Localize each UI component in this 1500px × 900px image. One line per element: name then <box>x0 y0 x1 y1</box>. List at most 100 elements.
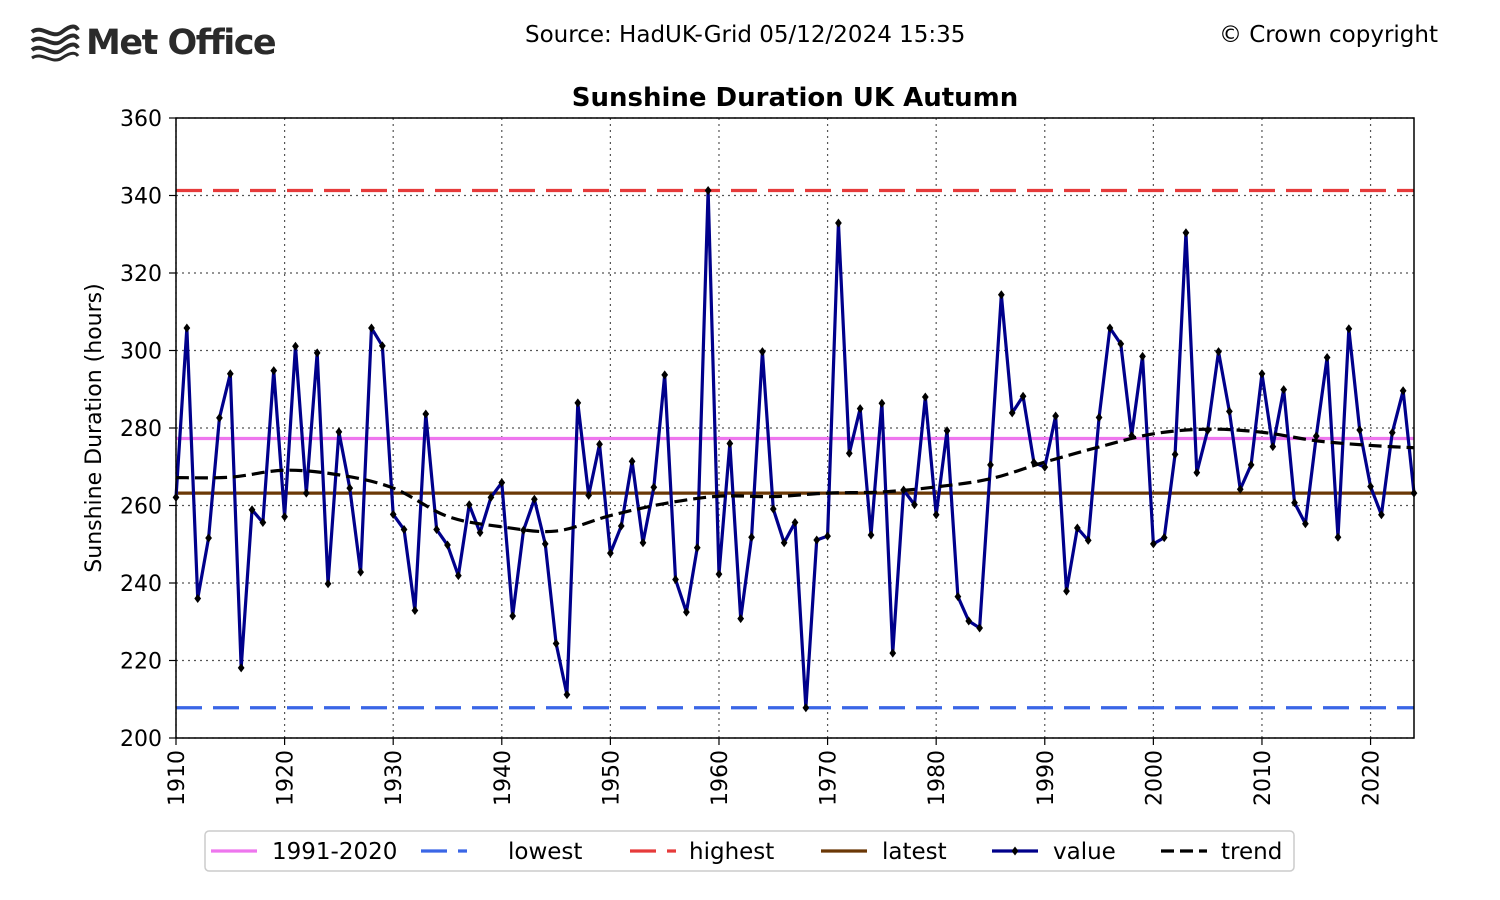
legend-label-highest: highest <box>689 839 774 865</box>
data-point <box>248 505 256 515</box>
data-point <box>1041 462 1049 472</box>
y-tick-label: 240 <box>120 572 162 597</box>
data-point <box>932 510 940 520</box>
data-point <box>1149 539 1157 549</box>
data-point <box>422 409 430 419</box>
data-point <box>672 575 679 585</box>
chart-title: Sunshine Duration UK Autumn <box>572 83 1019 113</box>
data-point <box>476 528 484 538</box>
data-point <box>965 616 973 626</box>
data-point <box>987 460 994 470</box>
data-point <box>205 533 212 543</box>
data-point <box>661 370 669 380</box>
data-point <box>444 540 451 550</box>
data-point <box>313 348 321 358</box>
data-point <box>520 525 527 535</box>
data-point <box>1063 586 1070 596</box>
data-point <box>335 427 343 437</box>
reference-lines <box>176 188 1414 710</box>
y-tick-label: 340 <box>120 185 162 210</box>
data-point <box>1215 347 1222 357</box>
data-point <box>357 567 364 577</box>
data-point <box>769 504 777 514</box>
legend-box <box>204 830 1295 872</box>
data-point <box>1019 391 1027 401</box>
x-tick-label: 1920 <box>274 750 299 806</box>
data-point <box>411 606 419 616</box>
data-point <box>791 518 799 528</box>
data-point <box>1399 386 1407 396</box>
logo-text: Met Office <box>86 23 277 63</box>
data-point <box>715 569 723 579</box>
data-point <box>1312 431 1320 441</box>
data-point <box>1160 533 1168 543</box>
data-point <box>465 500 473 510</box>
data-point <box>498 478 506 488</box>
data-point <box>487 492 495 502</box>
data-point <box>845 448 853 458</box>
data-point <box>1269 442 1277 452</box>
data-point <box>737 614 745 624</box>
data-point <box>1388 428 1396 438</box>
data-point <box>835 218 842 228</box>
x-tick-label: 1970 <box>817 750 842 806</box>
data-point <box>183 323 191 333</box>
data-point <box>1302 519 1309 529</box>
legend-label-latest: latest <box>882 839 947 865</box>
legend-label-trend: trend <box>1221 839 1282 865</box>
data-point <box>378 341 386 351</box>
data-point <box>1182 228 1190 238</box>
data-point <box>997 290 1005 300</box>
data-point <box>824 531 831 541</box>
data-point <box>1323 352 1331 362</box>
data-point <box>976 623 983 633</box>
y-axis-label: Sunshine Duration (hours) <box>82 283 107 572</box>
data-point <box>683 607 690 617</box>
data-point <box>1008 408 1016 418</box>
series-line-trend <box>175 427 1415 534</box>
data-point <box>693 543 701 553</box>
y-tick-label: 300 <box>120 340 162 365</box>
copyright-label: © Crown copyright <box>1218 22 1438 48</box>
data-point <box>552 638 560 648</box>
x-tick-label: 1950 <box>599 750 624 806</box>
data-point <box>541 539 549 549</box>
data-point <box>1345 324 1353 334</box>
y-tick-label: 280 <box>120 417 162 442</box>
data-point <box>259 518 267 528</box>
data-point <box>346 483 354 493</box>
data-point <box>911 500 918 510</box>
data-point <box>607 548 614 558</box>
y-tick-label: 320 <box>120 262 162 287</box>
data-point <box>1193 468 1201 478</box>
data-point <box>1291 498 1298 508</box>
data-point <box>1171 449 1179 459</box>
met-office-logo: Met Office <box>30 22 277 64</box>
data-point <box>1117 339 1125 349</box>
data-point <box>400 525 408 535</box>
data-point <box>878 398 886 408</box>
data-point <box>748 532 755 542</box>
data-point <box>1073 523 1081 533</box>
data-point <box>368 323 375 333</box>
data-point <box>530 494 538 504</box>
data-point <box>780 538 788 548</box>
data-point <box>574 398 582 408</box>
data-point <box>596 439 603 449</box>
data-point <box>454 571 462 581</box>
data-point <box>1095 413 1103 423</box>
y-tick-label: 200 <box>120 727 162 752</box>
data-point <box>1052 411 1060 421</box>
data-point <box>639 538 647 548</box>
legend-label-lowest: lowest <box>508 839 582 865</box>
data-point <box>1139 351 1146 361</box>
x-tick-label: 2000 <box>1142 750 1167 806</box>
data-point <box>1247 460 1255 470</box>
data-point <box>1378 510 1385 520</box>
legend: 1991-2020 lowest highest latest value trend <box>204 830 1295 872</box>
data-point <box>1334 532 1342 542</box>
data-point <box>628 456 636 466</box>
data-point <box>563 690 571 700</box>
data-point <box>943 426 951 436</box>
